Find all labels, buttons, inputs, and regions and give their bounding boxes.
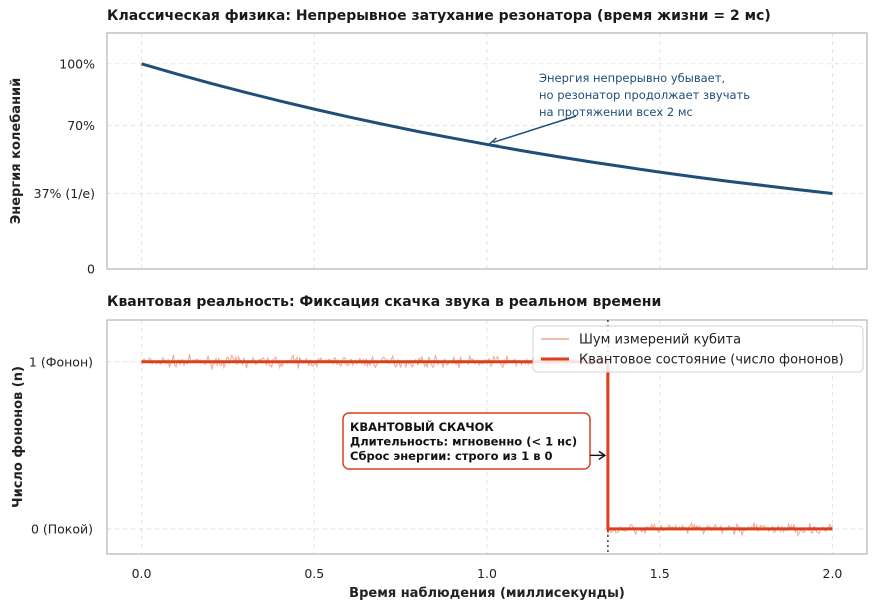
energy-decay-line	[141, 62, 833, 195]
bottom-x-ticks: 0.0 0.5 1.0 1.5 2.0	[132, 566, 843, 581]
annotation-line: но резонатор продолжает звучать	[539, 88, 750, 102]
quantum-jump-panel: Квантовая реальность: Фиксация скачка зв…	[11, 294, 868, 601]
legend-box	[532, 325, 864, 373]
x-tick-label: 2.0	[823, 566, 843, 581]
bottom-plot-frame	[106, 319, 868, 555]
callout-line: Сброс энергии: строго из 1 в 0	[350, 449, 553, 463]
top-y-tick-label: 100%	[59, 56, 95, 71]
annotation-arrow-head	[487, 137, 499, 147]
x-tick-label: 1.5	[650, 566, 670, 581]
x-tick-label: 1.0	[477, 566, 497, 581]
top-y-axis-label: Энергия колебаний	[9, 78, 24, 225]
bottom-y-axis-label: Число фононов (n)	[11, 366, 26, 508]
top-grid	[107, 33, 867, 270]
annotation-line: Энергия непрерывно убывает,	[539, 71, 725, 85]
legend-label: Шум измерений кубита	[579, 333, 741, 348]
top-y-tick-label: 0	[87, 262, 95, 277]
legend: Шум измерений кубита Квантовое состояние …	[532, 325, 864, 373]
x-axis-label: Время наблюдения (миллисекунды)	[349, 586, 625, 601]
classical-decay-panel: Классическая физика: Непрерывное затухан…	[9, 8, 868, 277]
bottom-y-ticks: 0 (Покой) 1 (Фонон)	[29, 354, 93, 536]
callout-line: КВАНТОВЫЙ СКАЧОК	[350, 419, 494, 434]
top-annotation: Энергия непрерывно убывает, но резонатор …	[487, 71, 750, 147]
top-y-tick-label: 70%	[67, 118, 95, 133]
legend-label: Квантовое состояние (число фононов)	[579, 353, 844, 368]
annotation-line: на протяжении всех 2 мс	[539, 105, 693, 119]
callout-arrow-head	[598, 450, 607, 460]
bottom-series	[141, 320, 833, 554]
bottom-y-tick-label: 1 (Фонон)	[29, 354, 93, 369]
annotation-arrow-line	[492, 115, 577, 144]
x-tick-label: 0.5	[304, 566, 324, 581]
callout-line: Длительность: мгновенно (< 1 нс)	[350, 435, 577, 449]
bottom-chart-title: Квантовая реальность: Фиксация скачка зв…	[107, 294, 661, 310]
top-plot-frame	[106, 32, 868, 270]
bottom-y-tick-label: 0 (Покой)	[31, 521, 93, 536]
x-tick-label: 0.0	[132, 566, 152, 581]
top-series	[141, 62, 833, 195]
callout-box	[342, 412, 591, 470]
quantum-state-line	[141, 360, 833, 531]
top-y-ticks: 0 37% (1/e) 70% 100%	[34, 56, 95, 276]
top-chart-title: Классическая физика: Непрерывное затухан…	[107, 8, 771, 24]
top-y-tick-label: 37% (1/e)	[34, 186, 95, 201]
